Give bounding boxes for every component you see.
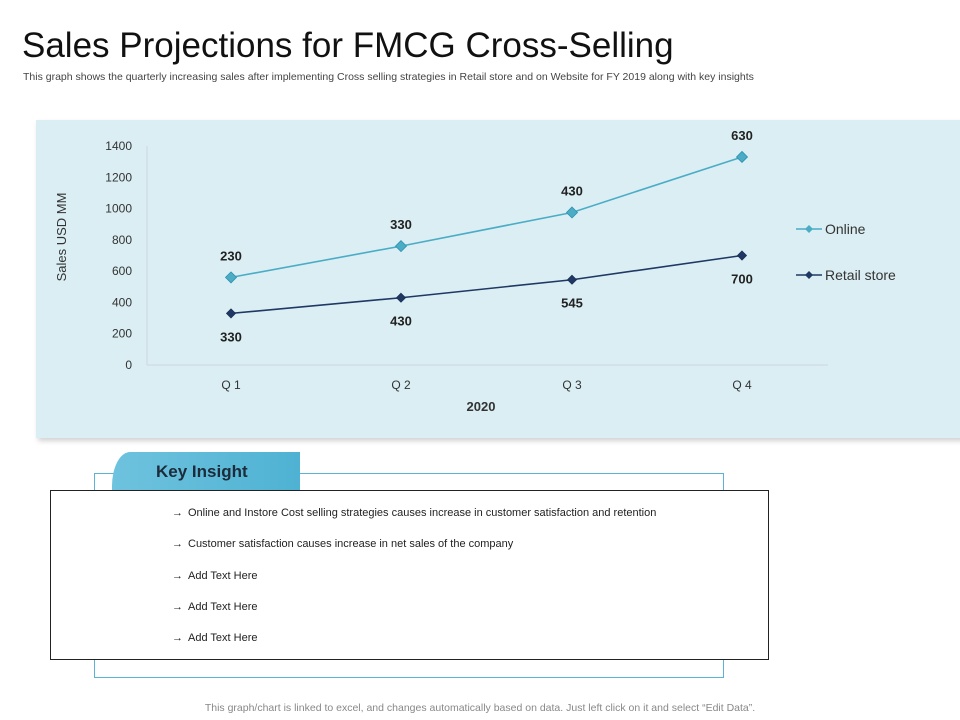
y-tick-label: 400	[112, 295, 132, 309]
page-title: Sales Projections for FMCG Cross-Selling	[22, 26, 674, 65]
legend-marker	[805, 225, 813, 233]
y-axis-title: Sales USD MM	[54, 193, 69, 282]
data-point-marker[interactable]	[224, 271, 238, 284]
arrow-right-icon: →	[172, 507, 183, 519]
legend-marker	[805, 271, 813, 279]
arrow-right-icon: →	[172, 600, 183, 613]
data-point-marker[interactable]	[395, 292, 407, 303]
data-label: 630	[731, 128, 753, 143]
insight-item-text: Customer satisfaction causes increase in…	[188, 538, 514, 551]
legend-label: Retail store	[825, 267, 896, 283]
insight-heading: Key Insight	[156, 462, 248, 481]
insight-item-text: Add Text Here	[188, 600, 258, 613]
arrow-right-icon: →	[172, 632, 183, 645]
chart-panel	[36, 120, 960, 438]
data-label: 545	[561, 296, 583, 311]
page-subtitle: This graph shows the quarterly increasin…	[23, 71, 754, 83]
x-axis-title: 2020	[467, 399, 496, 414]
footer-note: This graph/chart is linked to excel, and…	[204, 702, 756, 714]
legend-label: Online	[825, 221, 866, 237]
x-tick-label: Q 3	[562, 378, 582, 392]
y-tick-label: 1000	[105, 202, 132, 216]
y-tick-label: 800	[112, 233, 132, 247]
data-point-marker[interactable]	[565, 206, 579, 219]
insight-item-text: Add Text Here	[188, 632, 258, 645]
data-label: 700	[731, 272, 753, 287]
data-label: 430	[390, 314, 412, 329]
y-tick-label: 600	[112, 264, 132, 278]
list-item[interactable]: → Add Text Here	[172, 630, 656, 661]
data-point-marker[interactable]	[735, 150, 749, 164]
list-item[interactable]: → Add Text Here	[172, 568, 656, 599]
data-point-marker[interactable]	[394, 240, 408, 253]
data-point-marker[interactable]	[736, 250, 748, 261]
data-label: 430	[561, 183, 583, 198]
data-label: 330	[390, 217, 412, 232]
y-tick-label: 1400	[105, 139, 132, 153]
arrow-right-icon: →	[172, 538, 183, 551]
x-tick-label: Q 2	[391, 378, 411, 392]
insight-list: → Online and Instore Cost selling strateg…	[172, 505, 656, 661]
insight-tab	[112, 452, 300, 490]
x-tick-label: Q 1	[221, 378, 241, 392]
data-label: 330	[220, 329, 242, 344]
data-label: 230	[220, 248, 242, 263]
insight-box	[50, 490, 769, 660]
list-item[interactable]: → Add Text Here	[172, 599, 656, 630]
list-item[interactable]: → Customer satisfaction causes increase i…	[172, 536, 656, 567]
list-item[interactable]: → Online and Instore Cost selling strateg…	[172, 505, 656, 536]
y-tick-label: 1200	[105, 170, 132, 184]
series-line-retail-store	[230, 254, 743, 315]
insight-item-text: Online and Instore Cost selling strategi…	[188, 507, 657, 519]
x-tick-label: Q 4	[732, 378, 752, 392]
data-point-marker[interactable]	[566, 274, 578, 285]
series-line-online	[230, 156, 743, 279]
data-point-marker[interactable]	[225, 308, 237, 319]
y-tick-label: 200	[112, 327, 132, 341]
insight-item-text: Add Text Here	[188, 569, 258, 582]
arrow-right-icon: →	[172, 569, 183, 582]
y-tick-label: 0	[125, 358, 132, 372]
